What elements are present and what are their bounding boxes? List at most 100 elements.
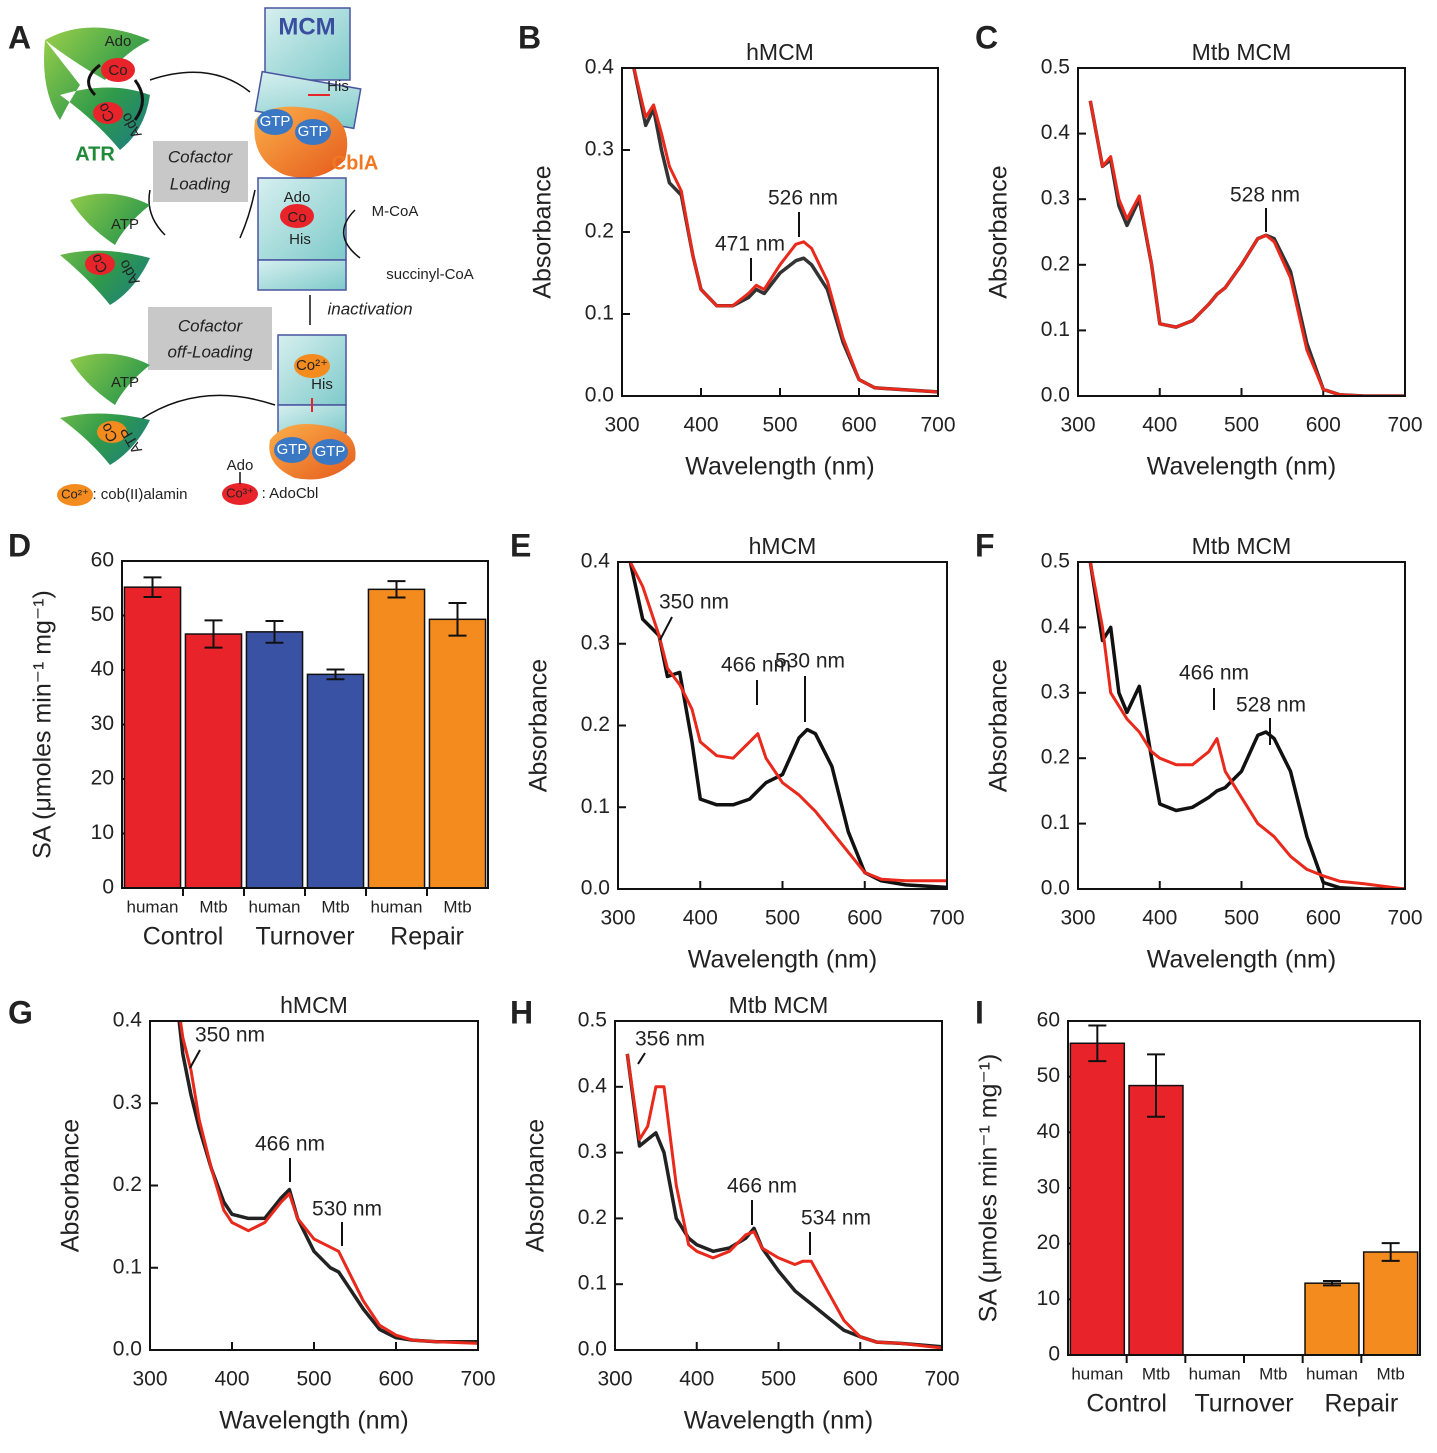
annotation-pointer xyxy=(659,616,673,641)
bar xyxy=(123,586,182,889)
panel-letter: I xyxy=(975,994,984,1030)
spectrum-line xyxy=(1088,562,1405,889)
bar xyxy=(184,633,243,889)
diagram-label: off-Loading xyxy=(167,342,253,361)
diagram-label: GTP xyxy=(260,113,291,130)
x-tick-label: 400 xyxy=(1142,907,1177,930)
annotation: 356 nm xyxy=(635,1028,705,1051)
y-tick-label: 0.0 xyxy=(113,1338,142,1361)
x-tick-label: 400 xyxy=(683,907,718,930)
x-tick-label: Mtb xyxy=(1142,1364,1170,1383)
panel-letter: H xyxy=(510,994,533,1030)
diagram-label: Co xyxy=(108,62,127,79)
x-tick-label: human xyxy=(127,897,179,916)
panel-letter: D xyxy=(8,527,31,563)
spectrum-line xyxy=(632,68,938,394)
plot-frame xyxy=(149,1020,479,1351)
diagram-label: Cofactor xyxy=(168,147,234,166)
annotation: 534 nm xyxy=(801,1207,871,1230)
group-label: Turnover xyxy=(255,923,354,951)
y-tick-label: 0.4 xyxy=(1041,121,1071,144)
y-tick-label: 50 xyxy=(91,603,114,626)
diagram-label: Co²⁺ xyxy=(61,486,89,501)
y-tick-label: 0.2 xyxy=(581,713,610,736)
x-tick-label: 500 xyxy=(1224,414,1259,437)
y-axis-label: Absorbance xyxy=(57,1119,85,1252)
bar xyxy=(1128,1084,1184,1356)
panel-letter: F xyxy=(975,527,995,563)
group-label: Control xyxy=(1086,1390,1167,1418)
error-bar xyxy=(1088,1024,1107,1063)
x-tick-label: 700 xyxy=(924,1368,959,1391)
x-tick-label: 300 xyxy=(132,1368,167,1391)
panel-letter: B xyxy=(518,19,541,55)
annotation: 466 nm xyxy=(255,1133,325,1156)
spectrum-line xyxy=(1088,100,1405,396)
error-bar xyxy=(448,601,467,637)
diagram-label: GTP xyxy=(277,441,308,458)
y-tick-label: 0.2 xyxy=(1041,746,1070,769)
y-tick-label: 0.2 xyxy=(578,1206,607,1229)
x-axis-label: Wavelength (nm) xyxy=(1147,453,1336,481)
y-tick-label: 0.4 xyxy=(585,56,615,79)
y-tick-label: 0.0 xyxy=(585,384,614,407)
diagram-label: Ado xyxy=(284,189,311,206)
x-tick-label: 700 xyxy=(920,414,955,437)
y-tick-label: 0.3 xyxy=(1041,680,1070,703)
x-axis-label: Wavelength (nm) xyxy=(1147,946,1336,974)
plot-frame xyxy=(1077,561,1406,890)
x-tick-label: Mtb xyxy=(1376,1364,1404,1383)
y-tick-label: 0.1 xyxy=(581,795,610,818)
diagram-label: M-CoA xyxy=(372,203,419,220)
x-tick-label: 400 xyxy=(214,1368,249,1391)
annotation: 526 nm xyxy=(768,187,838,210)
y-tick-label: 0.0 xyxy=(581,877,610,900)
x-tick-label: 700 xyxy=(1387,907,1422,930)
plot-frame xyxy=(614,1020,943,1351)
error-bar xyxy=(1147,1053,1165,1118)
y-tick-label: 20 xyxy=(91,767,114,790)
x-tick-label: 500 xyxy=(762,414,797,437)
x-tick-label: 400 xyxy=(679,1368,714,1391)
annotation: 530 nm xyxy=(312,1198,382,1221)
y-tick-label: 60 xyxy=(91,549,114,572)
x-tick-label: human xyxy=(249,897,301,916)
x-tick-label: 500 xyxy=(296,1368,331,1391)
x-tick-label: 600 xyxy=(378,1368,413,1391)
spectrum-line xyxy=(632,68,938,394)
x-tick-label: 700 xyxy=(1387,414,1422,437)
x-tick-label: 700 xyxy=(929,907,964,930)
diagram-label: ATP xyxy=(111,216,139,233)
y-axis-label: Absorbance xyxy=(985,165,1013,298)
annotation-pointer xyxy=(637,1052,646,1065)
x-axis-label: Wavelength (nm) xyxy=(685,453,874,481)
x-tick-label: 500 xyxy=(765,907,800,930)
x-tick-label: 600 xyxy=(843,1368,878,1391)
y-tick-label: 0.0 xyxy=(1041,877,1070,900)
y-axis-label: Absorbance xyxy=(985,659,1013,792)
spectrum-line xyxy=(625,1053,942,1349)
y-axis-label: SA (μmoles min⁻¹ mg⁻¹) xyxy=(29,590,57,859)
x-tick-label: Mtb xyxy=(1259,1364,1287,1383)
group-label: Control xyxy=(143,923,224,951)
panel-letter: A xyxy=(8,19,31,55)
y-axis-label: Absorbance xyxy=(525,659,553,792)
x-tick-label: 300 xyxy=(597,1368,632,1391)
y-tick-label: 30 xyxy=(91,712,114,735)
y-tick-label: 0.5 xyxy=(578,1009,607,1032)
y-tick-label: 0.4 xyxy=(113,1009,143,1032)
group-label: Repair xyxy=(390,923,464,951)
y-tick-label: 0.2 xyxy=(113,1173,142,1196)
plot-frame xyxy=(621,67,939,397)
y-tick-label: 0.4 xyxy=(578,1074,608,1097)
spectrum-line xyxy=(628,562,947,883)
diagram-label: His xyxy=(289,231,311,248)
annotation: 466 nm xyxy=(1179,662,1249,685)
y-tick-label: 0.4 xyxy=(581,550,611,573)
chart-title: hMCM xyxy=(746,39,814,65)
error-bar xyxy=(1323,1279,1341,1287)
y-tick-label: 60 xyxy=(1037,1009,1060,1032)
y-tick-label: 0.5 xyxy=(1041,56,1070,79)
diagram-label: MCM xyxy=(278,13,335,40)
diagram-label: Ado xyxy=(105,33,132,50)
